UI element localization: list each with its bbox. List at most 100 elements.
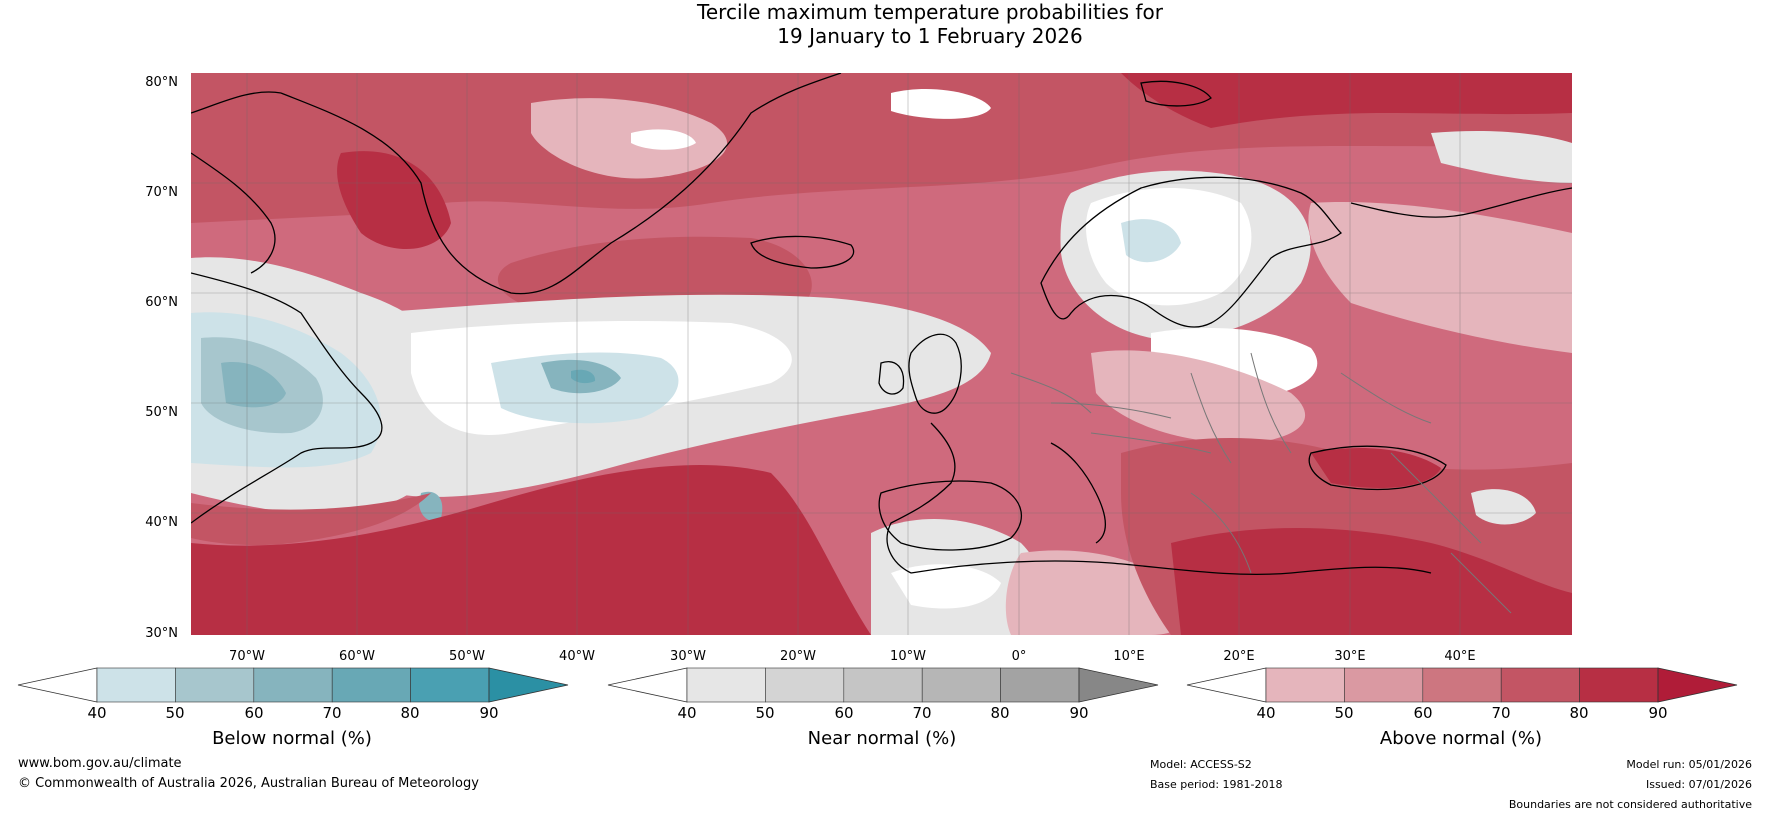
region-russia-light [1308, 202, 1572, 353]
lat-label-80n: 80°N [145, 75, 178, 90]
coast-iberia [878, 480, 1022, 551]
lon-label-30w: 30°W [670, 649, 706, 664]
below-swatch-2 [175, 667, 255, 703]
lat-label-40n: 40°N [145, 515, 178, 530]
region-arctic-near-patch [631, 129, 696, 150]
below-tick-90: 90 [479, 704, 499, 722]
above-swatch-3 [1422, 667, 1502, 703]
lon-label-30e: 30°E [1334, 649, 1366, 664]
colorbar-near-label: Near normal (%) [807, 728, 957, 749]
near-tick-70: 70 [912, 704, 932, 722]
coast-labrador [191, 272, 383, 524]
coast-italy [1050, 442, 1107, 544]
below-swatch-1 [96, 667, 176, 703]
country-borders [1010, 352, 1512, 614]
colorbar-near [607, 667, 1159, 703]
model-run-text: Model run: 05/01/2026 [1626, 758, 1752, 771]
lat-label-30n: 30°N [145, 626, 178, 641]
below-tick-70: 70 [322, 704, 342, 722]
lon-label-0: 0° [1011, 649, 1027, 664]
colorbar-near-svg [607, 667, 1159, 703]
map-canvas[interactable] [191, 73, 1572, 635]
coast-med-south [910, 560, 1432, 575]
base-period-text: Base period: 1981-2018 [1150, 778, 1283, 791]
copyright-text: © Commonwealth of Australia 2026, Austra… [18, 776, 479, 791]
above-tick-40: 40 [1256, 704, 1276, 722]
website-link[interactable]: www.bom.gov.au/climate [18, 756, 182, 771]
above-extend-high [1657, 667, 1738, 703]
coast-black-sea [1308, 445, 1447, 491]
below-tick-40: 40 [87, 704, 107, 722]
region-north-africa-white [891, 564, 1001, 609]
coast-europe-atlantic [886, 422, 956, 574]
near-extend-high [1078, 667, 1159, 703]
lon-label-40e: 40°E [1444, 649, 1476, 664]
probability-map [191, 73, 1572, 635]
below-extend-high [488, 667, 569, 703]
region-labrador-below-strong [221, 362, 286, 408]
region-subtropical-hot [191, 464, 871, 635]
below-swatch-3 [253, 667, 333, 703]
lon-label-20e: 20°E [1223, 649, 1255, 664]
coast-greenland-north [191, 91, 282, 114]
map-gridlines [191, 73, 1572, 635]
coast-greenland [280, 73, 842, 295]
above-tick-80: 80 [1569, 704, 1589, 722]
lon-label-70w: 70°W [229, 649, 265, 664]
above-swatch-2 [1344, 667, 1424, 703]
colorbar-below-svg [17, 667, 569, 703]
above-tick-60: 60 [1413, 704, 1433, 722]
below-extend-low [17, 667, 98, 703]
below-swatch-5 [410, 667, 490, 703]
above-swatch-4 [1500, 667, 1580, 703]
lon-label-10e: 10°E [1113, 649, 1145, 664]
above-swatch-5 [1579, 667, 1659, 703]
lat-label-60n: 60°N [145, 295, 178, 310]
coast-scandinavia [1040, 176, 1342, 328]
colorbar-below [17, 667, 569, 703]
region-arctic-white-patch [891, 88, 991, 119]
lon-label-50w: 50°W [449, 649, 485, 664]
near-tick-50: 50 [755, 704, 775, 722]
near-extend-low [607, 667, 688, 703]
region-black-sea-hot [1311, 448, 1441, 488]
region-subtropical-warm [191, 493, 431, 546]
title-line-1: Tercile maximum temperature probabilitie… [697, 0, 1163, 24]
region-greenland-hot [337, 151, 451, 250]
region-arctic-russia-near [1431, 131, 1572, 183]
near-tick-90: 90 [1069, 704, 1089, 722]
near-tick-40: 40 [677, 704, 697, 722]
lon-label-40w: 40°W [559, 649, 595, 664]
model-text: Model: ACCESS-S2 [1150, 758, 1252, 771]
coast-svalbard [1140, 80, 1212, 107]
below-tick-80: 80 [400, 704, 420, 722]
lon-label-60w: 60°W [339, 649, 375, 664]
above-extend-low [1186, 667, 1267, 703]
below-swatch-4 [331, 667, 411, 703]
region-central-europe-light [1091, 350, 1306, 444]
lat-label-70n: 70°N [145, 185, 178, 200]
colorbar-above-label: Above normal (%) [1379, 728, 1543, 749]
lon-label-10w: 10°W [890, 649, 926, 664]
near-swatch-1 [686, 667, 766, 703]
below-tick-50: 50 [165, 704, 185, 722]
coastlines [191, 73, 1572, 575]
coast-uk [908, 333, 962, 414]
region-greenland-sea-light [531, 98, 728, 179]
region-caucasus-near [1471, 489, 1536, 525]
colorbar-below-label: Below normal (%) [212, 728, 372, 749]
colorbar-above-svg [1186, 667, 1738, 703]
region-scandinavia-below [1121, 219, 1181, 263]
lat-label-50n: 50°N [145, 405, 178, 420]
lon-label-20w: 20°W [780, 649, 816, 664]
title-line-2: 19 January to 1 February 2026 [777, 24, 1083, 48]
colorbar-above [1186, 667, 1738, 703]
coast-ireland [878, 361, 905, 395]
above-tick-70: 70 [1491, 704, 1511, 722]
above-tick-90: 90 [1648, 704, 1668, 722]
coast-iceland [750, 235, 855, 269]
near-tick-80: 80 [990, 704, 1010, 722]
coast-arctic-russia [1350, 187, 1572, 218]
below-tick-60: 60 [244, 704, 264, 722]
issued-text: Issued: 07/01/2026 [1645, 778, 1752, 791]
